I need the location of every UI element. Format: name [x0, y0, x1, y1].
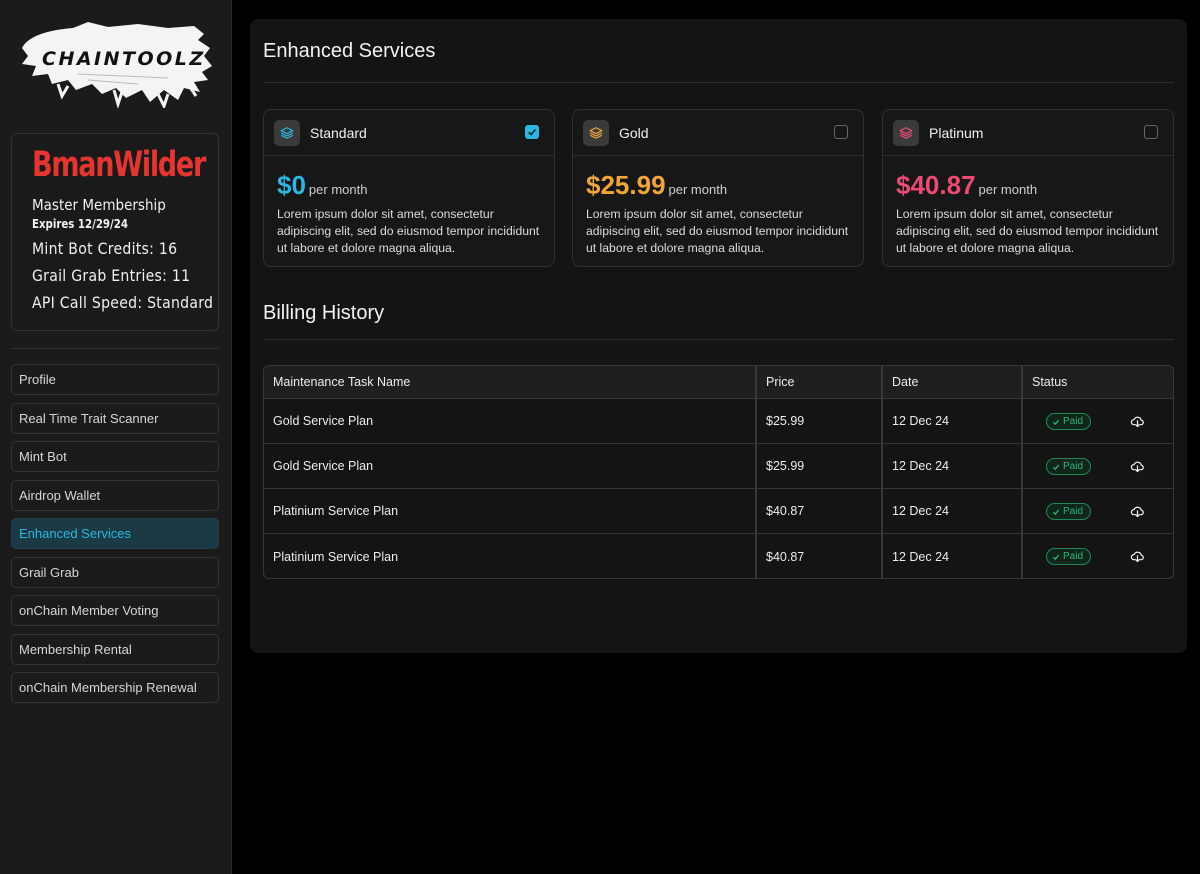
table-row: Platinium Service Plan $40.87 12 Dec 24 … [264, 489, 1173, 534]
layers-icon [274, 120, 300, 146]
cell-status: Paid [1021, 444, 1173, 488]
brush-stroke-logo [22, 22, 212, 108]
cell-task-name: Gold Service Plan [273, 414, 374, 428]
sidebar-nav: Profile Real Time Trait Scanner Mint Bot… [11, 364, 219, 711]
billing-table: Maintenance Task Name Price Date Status … [263, 365, 1174, 579]
check-icon [528, 128, 536, 136]
plan-name: Gold [619, 125, 649, 141]
cell-status: Paid [1021, 534, 1173, 578]
plan-price: $0 [277, 170, 306, 200]
cell-status: Paid [1021, 399, 1173, 443]
cell-price: $40.87 [755, 534, 881, 578]
stat-grail-grab-entries: Grail Grab Entries: 11 [32, 266, 191, 285]
cell-price: $40.87 [755, 489, 881, 533]
status-badge: Paid [1046, 548, 1092, 565]
billing-history-title: Billing History [263, 302, 385, 324]
sidebar: CHAINTOOLZ BmanWilder Master Membership … [0, 0, 232, 874]
sidebar-item-onchain-member-voting[interactable]: onChain Member Voting [11, 595, 219, 626]
status-badge-label: Paid [1063, 506, 1084, 517]
column-header-price[interactable]: Price [755, 366, 881, 398]
cell-date: 12 Dec 24 [881, 489, 1021, 533]
plan-card-gold[interactable]: Gold $25.99 per month Lorem ipsum dolor s… [572, 109, 864, 267]
plan-description: Lorem ipsum dolor sit amet, consectetur … [586, 207, 849, 255]
sidebar-item-airdrop-wallet[interactable]: Airdrop Wallet [11, 479, 219, 511]
column-header-task-name[interactable]: Maintenance Task Name [273, 375, 411, 389]
plan-card-platinum[interactable]: Platinum $40.87 per month Lorem ipsum dol… [882, 109, 1174, 267]
status-badge: Paid [1046, 458, 1092, 475]
plan-card-header: Standard [264, 110, 554, 156]
plan-name: Platinum [929, 125, 984, 141]
plan-price: $40.87 [896, 170, 976, 200]
sidebar-item-enhanced-services[interactable]: Enhanced Services [11, 518, 219, 549]
sidebar-item-onchain-membership-renewal[interactable]: onChain Membership Renewal [11, 672, 219, 703]
plan-description: Lorem ipsum dolor sit amet, consectetur … [277, 207, 540, 255]
check-icon [1052, 464, 1060, 470]
check-icon [1052, 509, 1060, 515]
sidebar-item-profile[interactable]: Profile [11, 364, 219, 395]
membership-expiry: Expires 12/29/24 [32, 217, 128, 231]
cell-task-name: Platinium Service Plan [273, 504, 399, 518]
status-badge-label: Paid [1063, 416, 1084, 427]
sidebar-divider [11, 348, 219, 349]
plan-card-standard[interactable]: Standard $0 per month Lorem ipsum dolor s… [263, 109, 555, 267]
logo-text: CHAINTOOLZ [42, 48, 206, 70]
sidebar-item-membership-rental[interactable]: Membership Rental [11, 633, 219, 665]
table-header: Maintenance Task Name Price Date Status [264, 366, 1173, 399]
check-icon [1052, 554, 1060, 560]
layers-icon [893, 120, 919, 146]
cloud-download-icon[interactable] [1130, 549, 1145, 564]
cloud-download-icon[interactable] [1130, 504, 1145, 519]
plan-period: per month [668, 182, 728, 197]
plan-checkbox-platinum[interactable] [1144, 125, 1158, 139]
plan-price-row: $0 per month [277, 170, 367, 201]
profile-card: BmanWilder Master Membership Expires 12/… [11, 133, 219, 331]
cell-status: Paid [1021, 489, 1173, 533]
layers-icon [583, 120, 609, 146]
plan-card-header: Platinum [883, 110, 1173, 156]
column-header-date[interactable]: Date [881, 366, 1021, 398]
cloud-download-icon[interactable] [1130, 459, 1145, 474]
stat-mint-bot-credits: Mint Bot Credits: 16 [32, 239, 178, 258]
check-icon [1052, 419, 1060, 425]
table-row: Platinium Service Plan $40.87 12 Dec 24 … [264, 534, 1173, 578]
cell-date: 12 Dec 24 [881, 444, 1021, 488]
status-badge: Paid [1046, 413, 1092, 430]
plan-card-header: Gold [573, 110, 863, 156]
plan-name: Standard [310, 125, 367, 141]
status-badge-label: Paid [1063, 461, 1084, 472]
cloud-download-icon[interactable] [1130, 414, 1145, 429]
title-divider [263, 82, 1174, 83]
sidebar-item-grail-grab[interactable]: Grail Grab [11, 556, 219, 588]
sidebar-item-mint-bot[interactable]: Mint Bot [11, 441, 219, 472]
plan-checkbox-standard[interactable] [525, 125, 539, 139]
column-header-status[interactable]: Status [1021, 366, 1173, 398]
cell-date: 12 Dec 24 [881, 399, 1021, 443]
status-badge-label: Paid [1063, 551, 1084, 562]
billing-divider [263, 339, 1174, 340]
cell-task-name: Gold Service Plan [273, 459, 374, 473]
plan-price: $25.99 [586, 170, 666, 200]
cell-price: $25.99 [755, 399, 881, 443]
sidebar-item-real-time-trait-scanner[interactable]: Real Time Trait Scanner [11, 402, 219, 434]
plan-checkbox-gold[interactable] [834, 125, 848, 139]
table-row: Gold Service Plan $25.99 12 Dec 24 Paid [264, 444, 1173, 489]
logo[interactable]: CHAINTOOLZ [18, 18, 214, 108]
plan-description: Lorem ipsum dolor sit amet, consectetur … [896, 207, 1159, 255]
username: BmanWilder [32, 145, 206, 185]
page-title: Enhanced Services [263, 40, 436, 62]
plan-price-row: $25.99 per month [586, 170, 727, 201]
table-row: Gold Service Plan $25.99 12 Dec 24 Paid [264, 399, 1173, 444]
membership-tier: Master Membership [32, 196, 166, 214]
enhanced-services-panel: Enhanced Services Standard $0 per month L… [250, 19, 1187, 653]
plan-period: per month [308, 182, 368, 197]
plan-price-row: $40.87 per month [896, 170, 1037, 201]
cell-date: 12 Dec 24 [881, 534, 1021, 578]
stat-api-call-speed: API Call Speed: Standard [32, 293, 214, 312]
cell-task-name: Platinium Service Plan [273, 549, 399, 564]
cell-price: $25.99 [755, 444, 881, 488]
plan-period: per month [978, 182, 1038, 197]
status-badge: Paid [1046, 503, 1092, 520]
